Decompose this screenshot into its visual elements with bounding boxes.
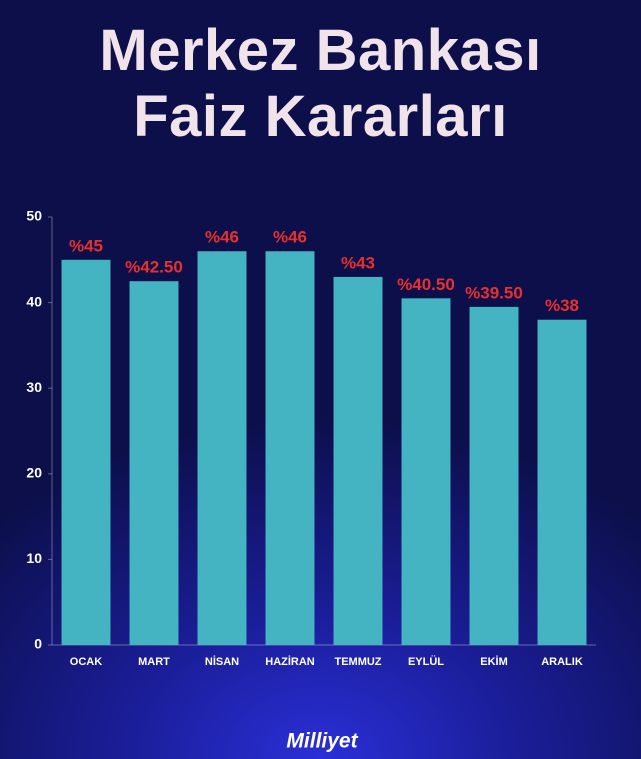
value-label: %46 <box>273 228 307 247</box>
x-tick-label: EYLÜL <box>408 655 444 668</box>
bar <box>333 276 383 645</box>
y-tick-label: 0 <box>34 636 42 652</box>
x-tick-label: ARALIK <box>541 656 583 668</box>
value-label: %39.50 <box>465 283 523 302</box>
y-tick-label: 10 <box>26 550 42 566</box>
value-label: %46 <box>205 228 239 247</box>
x-tick-label: MART <box>138 656 170 668</box>
x-tick-label: TEMMUZ <box>334 656 381 668</box>
y-tick-label: 50 <box>26 208 42 224</box>
x-tick-label: OCAK <box>70 656 102 668</box>
source-logo: Milliyet <box>286 730 358 753</box>
value-label: %42.50 <box>125 258 183 277</box>
bar <box>537 319 587 645</box>
value-label: %45 <box>69 236 103 255</box>
value-label: %40.50 <box>397 275 455 294</box>
value-label: %38 <box>545 296 579 315</box>
x-tick-label: HAZİRAN <box>265 655 315 668</box>
bar <box>265 251 315 646</box>
x-tick-label: EKİM <box>480 655 508 668</box>
value-label: %43 <box>341 253 375 272</box>
x-tick-label: NİSAN <box>205 655 239 668</box>
y-tick-label: 40 <box>26 293 42 309</box>
bar <box>129 281 179 645</box>
y-tick-label: 30 <box>26 379 42 395</box>
bar <box>197 251 247 646</box>
bar <box>401 298 451 645</box>
chart-title: Merkez Bankası Faiz Kararları <box>99 18 542 149</box>
bar <box>61 259 111 645</box>
y-tick-label: 20 <box>26 465 42 481</box>
bar <box>469 306 519 645</box>
